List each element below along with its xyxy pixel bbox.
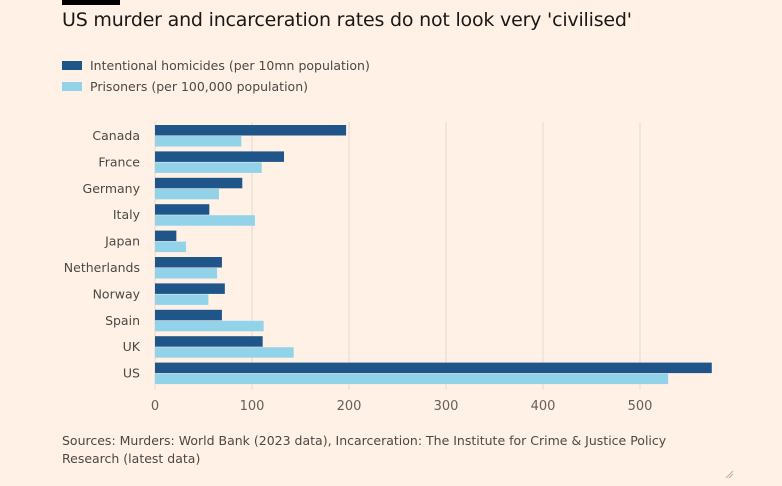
bar-italy-prisoners (155, 215, 255, 226)
category-label: Canada (92, 128, 140, 143)
resize-handle-icon[interactable] (724, 469, 734, 479)
category-label: UK (123, 339, 141, 354)
legend-swatch-homicides (62, 61, 82, 70)
bar-japan-homicides (155, 230, 177, 242)
bar-netherlands-prisoners (155, 268, 218, 279)
bar-norway-prisoners (155, 294, 209, 305)
x-tick-label: 100 (240, 399, 265, 414)
bar-germany-homicides (155, 177, 243, 189)
legend-label-prisoners: Prisoners (per 100,000 population) (90, 79, 308, 94)
bar-canada-homicides (155, 125, 347, 136)
source-note: Sources: Murders: World Bank (2023 data)… (62, 433, 667, 466)
category-label: Japan (104, 234, 140, 249)
x-tick-label: 200 (337, 399, 362, 414)
bar-germany-prisoners (155, 188, 220, 200)
bar-spain-prisoners (155, 320, 264, 332)
x-tick-label: 0 (151, 399, 159, 414)
category-label: France (98, 154, 140, 169)
chart-title: US murder and incarceration rates do not… (62, 9, 632, 31)
legend-label-homicides: Intentional homicides (per 10mn populati… (90, 58, 370, 73)
bar-france-prisoners (155, 162, 262, 173)
bar-netherlands-homicides (155, 257, 222, 268)
category-label: Norway (93, 286, 141, 301)
category-label: Spain (105, 313, 140, 328)
brand-bar (62, 0, 120, 5)
category-label: Netherlands (64, 260, 140, 275)
legend-item-homicides: Intentional homicides (per 10mn populati… (62, 58, 370, 73)
bar-spain-homicides (155, 309, 222, 321)
bar-us-homicides (155, 362, 712, 374)
bar-us-prisoners (155, 373, 669, 385)
bar-japan-prisoners (155, 241, 187, 253)
x-tick-label: 400 (531, 399, 556, 414)
bar-italy-homicides (155, 204, 210, 215)
x-tick-label: 500 (628, 399, 653, 414)
category-label: Italy (113, 207, 141, 222)
bar-norway-homicides (155, 283, 225, 294)
bar-france-homicides (155, 151, 285, 162)
bar-uk-homicides (155, 336, 263, 347)
bar-canada-prisoners (155, 136, 242, 147)
bar-uk-prisoners (155, 347, 294, 358)
x-tick-label: 300 (434, 399, 459, 414)
category-label: US (123, 366, 140, 381)
legend-swatch-prisoners (62, 82, 82, 91)
category-label: Germany (83, 181, 141, 196)
legend-item-prisoners: Prisoners (per 100,000 population) (62, 79, 308, 94)
